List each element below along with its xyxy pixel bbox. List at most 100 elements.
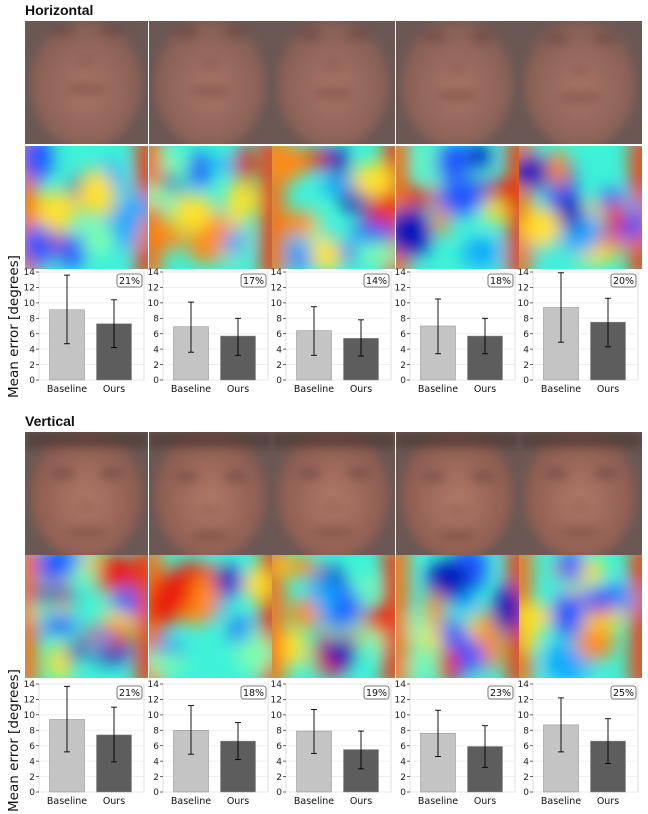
y-tick-label: 8 — [29, 726, 35, 736]
y-tick-label: 0 — [523, 376, 529, 386]
y-tick-label: 4 — [400, 757, 406, 767]
bar-chart: 0 2 4 6 8 10 12 14 Baseline Ours 21% — [23, 266, 146, 398]
y-tick-label: 2 — [29, 773, 35, 783]
y-tick-label: 12 — [148, 696, 159, 706]
bar-chart-svg: 0 2 4 6 8 10 12 14 Baseline Ours 21% — [24, 268, 145, 395]
y-tick-label: 0 — [29, 376, 35, 386]
bar-chart-svg: 0 2 4 6 8 10 12 14 Baseline Ours 23% — [395, 680, 516, 807]
y-tick-label: 12 — [24, 284, 35, 294]
bar-chart: 0 2 4 6 8 10 12 14 Baseline Ours 25% — [517, 678, 640, 810]
face-image — [519, 21, 642, 144]
y-tick-label: 0 — [276, 788, 282, 798]
improvement-percentage: 20% — [613, 276, 634, 287]
y-tick-label: 8 — [523, 726, 529, 736]
y-tick-label: 10 — [148, 299, 160, 309]
y-tick-label: 0 — [276, 376, 282, 386]
y-tick-label: 14 — [395, 268, 407, 278]
y-tick-label: 8 — [276, 314, 282, 324]
x-tick-label: Baseline — [171, 384, 211, 395]
bar-chart: 0 2 4 6 8 10 12 14 Baseline Ours 21% — [23, 678, 146, 810]
bar-chart-svg: 0 2 4 6 8 10 12 14 Baseline Ours 14% — [271, 268, 392, 395]
y-tick-label: 14 — [271, 268, 283, 278]
y-tick-label: 8 — [523, 314, 529, 324]
y-tick-label: 10 — [395, 299, 407, 309]
bar-chart: 0 2 4 6 8 10 12 14 Baseline Ours 18% — [394, 266, 517, 398]
bar-chart-svg: 0 2 4 6 8 10 12 14 Baseline Ours 17% — [148, 268, 269, 395]
x-tick-label: Baseline — [171, 796, 211, 807]
y-tick-label: 4 — [400, 345, 406, 355]
y-tick-label: 12 — [271, 696, 282, 706]
y-tick-label: 6 — [29, 742, 35, 752]
y-tick-label: 2 — [276, 361, 282, 371]
bar-chart-svg: 0 2 4 6 8 10 12 14 Baseline Ours 25% — [518, 680, 639, 807]
improvement-badge — [116, 273, 143, 288]
y-tick-label: 4 — [276, 345, 282, 355]
y-tick-label: 0 — [400, 376, 406, 386]
face-image — [149, 21, 272, 144]
improvement-percentage: 21% — [119, 688, 140, 699]
y-tick-label: 4 — [29, 345, 35, 355]
y-tick-label: 14 — [24, 268, 36, 278]
y-tick-label: 14 — [24, 680, 36, 690]
face-image — [149, 432, 272, 555]
heatmap-image — [396, 146, 519, 269]
y-tick-label: 6 — [276, 330, 282, 340]
y-tick-label: 10 — [271, 299, 283, 309]
improvement-percentage: 17% — [243, 276, 264, 287]
section-title-vertical: Vertical — [25, 413, 75, 429]
x-tick-label: Ours — [597, 384, 619, 395]
x-tick-label: Ours — [103, 796, 125, 807]
improvement-badge — [240, 273, 267, 288]
y-axis-label-vertical: Mean error [degrees] — [6, 669, 22, 812]
x-tick-label: Baseline — [47, 384, 87, 395]
y-tick-label: 8 — [153, 726, 159, 736]
face-image — [25, 21, 148, 144]
y-tick-label: 4 — [523, 345, 529, 355]
y-tick-label: 4 — [153, 757, 159, 767]
bar-chart-svg: 0 2 4 6 8 10 12 14 Baseline Ours 21% — [24, 680, 145, 807]
y-tick-label: 4 — [523, 757, 529, 767]
y-tick-label: 14 — [271, 680, 283, 690]
y-tick-label: 6 — [400, 330, 406, 340]
x-tick-label: Ours — [474, 384, 496, 395]
face-image — [272, 432, 395, 555]
y-tick-label: 8 — [400, 726, 406, 736]
y-tick-label: 14 — [148, 268, 160, 278]
heatmap-image — [149, 555, 272, 678]
x-tick-label: Ours — [103, 384, 125, 395]
heatmap-image — [396, 555, 519, 678]
x-tick-label: Ours — [350, 384, 372, 395]
y-tick-label: 8 — [276, 726, 282, 736]
y-tick-label: 12 — [148, 284, 159, 294]
x-tick-label: Baseline — [541, 796, 581, 807]
x-tick-label: Baseline — [47, 796, 87, 807]
x-tick-label: Baseline — [418, 384, 458, 395]
x-tick-label: Ours — [227, 384, 249, 395]
improvement-percentage: 14% — [366, 276, 387, 287]
y-tick-label: 12 — [395, 284, 406, 294]
x-tick-label: Baseline — [541, 384, 581, 395]
y-tick-label: 2 — [400, 773, 406, 783]
y-tick-label: 12 — [395, 696, 406, 706]
face-image — [396, 21, 519, 144]
y-tick-label: 10 — [518, 711, 530, 721]
improvement-percentage: 23% — [490, 688, 511, 699]
improvement-percentage: 21% — [119, 276, 140, 287]
face-image — [396, 432, 519, 555]
y-tick-label: 8 — [400, 314, 406, 324]
improvement-badge — [363, 273, 390, 288]
y-tick-label: 8 — [29, 314, 35, 324]
y-tick-label: 10 — [518, 299, 530, 309]
bar-chart: 0 2 4 6 8 10 12 14 Baseline Ours 20% — [517, 266, 640, 398]
improvement-percentage: 19% — [366, 688, 387, 699]
bar-chart: 0 2 4 6 8 10 12 14 Baseline Ours 19% — [270, 678, 393, 810]
bar-chart: 0 2 4 6 8 10 12 14 Baseline Ours 18% — [147, 678, 270, 810]
y-tick-label: 10 — [148, 711, 160, 721]
section-title-horizontal: Horizontal — [25, 2, 94, 18]
bar-chart: 0 2 4 6 8 10 12 14 Baseline Ours 14% — [270, 266, 393, 398]
y-tick-label: 2 — [400, 361, 406, 371]
face-image — [272, 21, 395, 144]
improvement-percentage: 18% — [490, 276, 511, 287]
y-tick-label: 4 — [29, 757, 35, 767]
y-tick-label: 0 — [400, 788, 406, 798]
